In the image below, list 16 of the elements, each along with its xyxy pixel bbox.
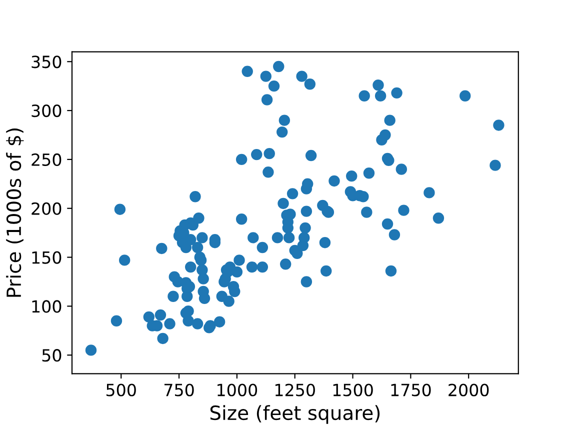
x-tick-label: 2000 bbox=[448, 384, 489, 396]
y-tick-label: 300 bbox=[32, 104, 62, 118]
y-tick-label: 200 bbox=[32, 202, 62, 215]
y-tick-label: 350 bbox=[32, 56, 62, 68]
x-tick-label: 1250 bbox=[275, 384, 315, 396]
x-tick-label: 1000 bbox=[218, 384, 258, 396]
y-tick-label: 100 bbox=[32, 300, 62, 313]
x-tick-label: 750 bbox=[164, 384, 194, 396]
y-tick-label: 250 bbox=[32, 153, 62, 166]
y-axis-title: Price (1000s of $) bbox=[6, 128, 24, 297]
x-tick-label: 1750 bbox=[391, 384, 431, 396]
x-tick-label: 1500 bbox=[333, 384, 373, 396]
x-tick-label: 500 bbox=[106, 384, 136, 396]
y-tick-label: 150 bbox=[32, 251, 62, 264]
x-axis-title: Size (feet square) bbox=[210, 405, 380, 424]
y-tick-label: 50 bbox=[42, 349, 62, 362]
